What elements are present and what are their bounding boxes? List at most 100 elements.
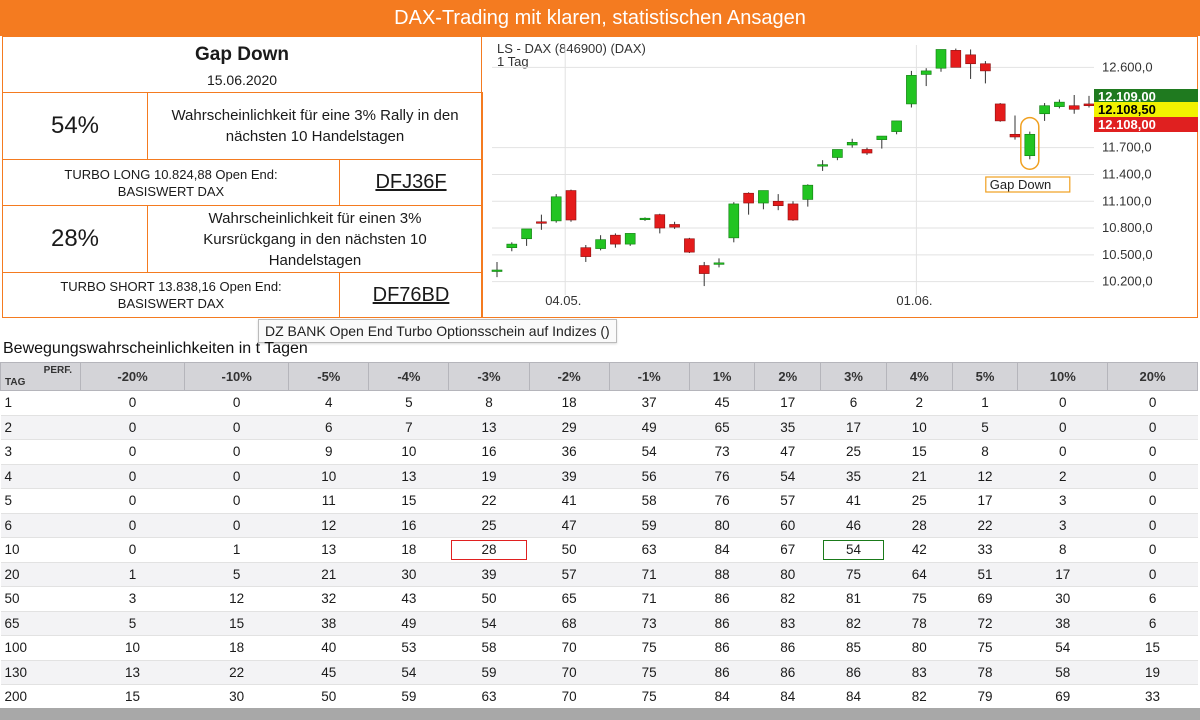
table-row: 200 15 30 50 59 63 70 75 84 84 84 82 79 69 33 <box>0 684 1198 710</box>
table-cell: 8 <box>952 439 1018 465</box>
table-cell: 5 <box>952 415 1018 440</box>
table-cell: 53 <box>368 635 449 661</box>
table-cell: 10 <box>886 415 953 440</box>
table-cell: 0 <box>1107 439 1198 465</box>
table-cell: 58 <box>448 635 530 661</box>
table-cell: 11 <box>288 488 369 514</box>
table-cell: 38 <box>288 611 369 636</box>
row-tag: 50 <box>0 586 81 612</box>
table-cell: 0 <box>1107 390 1198 416</box>
candle-down <box>654 214 666 229</box>
table-cell: 46 <box>820 513 887 538</box>
table-cell: 15 <box>1107 635 1198 661</box>
table-cell: 3 <box>1017 513 1108 538</box>
candle-up <box>491 269 503 272</box>
row-tag: 6 <box>0 513 81 538</box>
table-cell: 82 <box>754 586 821 612</box>
table-cell: 51 <box>952 562 1018 587</box>
bottom-scrollbar[interactable] <box>0 708 1200 720</box>
candle-down <box>787 203 799 221</box>
annotation-box <box>985 176 1071 193</box>
column-header: -1% <box>608 362 690 391</box>
table-cell: 21 <box>288 562 369 587</box>
column-header: 1% <box>688 362 756 391</box>
table-cell: 63 <box>609 537 690 563</box>
chart-subtitle: 1 Tag <box>497 54 529 69</box>
short-wkn-link[interactable]: DF76BD <box>339 272 483 318</box>
candle-up <box>728 203 740 239</box>
table-cell: 1 <box>952 390 1018 416</box>
table-cell: 33 <box>952 537 1018 563</box>
corner-perf: PERF. <box>43 365 72 376</box>
table-cell: 49 <box>368 611 449 636</box>
table-cell: 17 <box>820 415 887 440</box>
row-tag: 1 <box>0 390 81 416</box>
candle-down <box>610 234 621 245</box>
candle-down <box>565 190 577 221</box>
table-cell: 47 <box>754 439 821 465</box>
table-cell: 56 <box>609 464 690 489</box>
table-cell: 32 <box>288 586 369 612</box>
table-cell: 54 <box>368 660 449 685</box>
short-description: Wahrscheinlichkeit für einen 3% Kursrück… <box>147 205 483 273</box>
table-cell: 1 <box>184 537 289 563</box>
annotation-label: Gap Down <box>990 177 1051 192</box>
table-cell: 65 <box>529 586 610 612</box>
table-cell: 16 <box>448 439 530 465</box>
table-cell: 86 <box>689 586 755 612</box>
table-cell: 85 <box>820 635 887 661</box>
table-cell: 84 <box>689 537 755 563</box>
table-cell: 75 <box>609 660 690 685</box>
chart-title: LS - DAX (846900) (DAX) <box>497 41 646 56</box>
table-cell: 5 <box>80 611 185 636</box>
table-row: 2 0 0 6 7 13 29 49 65 35 17 10 5 0 0 <box>0 415 1198 440</box>
table-cell: 9 <box>288 439 369 465</box>
candle-up <box>891 120 902 132</box>
table-cell: 12 <box>184 586 289 612</box>
table-cell: 67 <box>754 537 821 563</box>
table-cell: 0 <box>1017 439 1108 465</box>
table-cell: 0 <box>1107 488 1198 514</box>
table-cell: 75 <box>820 562 887 587</box>
table-cell: 39 <box>448 562 530 587</box>
table-cell: 35 <box>754 415 821 440</box>
row-tag: 2 <box>0 415 81 440</box>
table-cell: 10 <box>288 464 369 489</box>
table-cell: 41 <box>820 488 887 514</box>
candle-up <box>817 164 828 167</box>
table-cell: 22 <box>184 660 289 685</box>
table-cell: 70 <box>529 635 610 661</box>
signal-title: Gap Down <box>195 43 289 65</box>
table-cell: 75 <box>952 635 1018 661</box>
table-cell: 17 <box>952 488 1018 514</box>
candle-up <box>1039 105 1050 115</box>
corner-header: PERF. TAG <box>0 362 81 391</box>
table-cell: 40 <box>288 635 369 661</box>
candle-up <box>906 75 917 105</box>
column-header: -4% <box>368 362 450 391</box>
table-row: 6 0 0 12 16 25 47 59 80 60 46 28 22 3 0 <box>0 513 1198 538</box>
y-tick-label: 11.100,0 <box>1102 193 1152 208</box>
long-wkn-link[interactable]: DFJ36F <box>339 159 483 206</box>
long-product: TURBO LONG 10.824,88 Open End: BASISWERT… <box>2 159 340 206</box>
table-row: 65 5 15 38 49 54 68 73 86 83 82 78 72 38 6 <box>0 611 1198 636</box>
table-cell: 59 <box>448 660 530 685</box>
table-cell: 0 <box>1107 415 1198 440</box>
table-cell: 0 <box>80 537 185 563</box>
table-cell: 83 <box>886 660 953 685</box>
table-row: 3 0 0 9 10 16 36 54 73 47 25 15 8 0 0 <box>0 439 1198 465</box>
table-cell: 13 <box>288 537 369 563</box>
table-cell: 29 <box>529 415 610 440</box>
table-cell: 71 <box>609 562 690 587</box>
table-cell: 12 <box>288 513 369 538</box>
candle-up <box>550 196 562 222</box>
signal-date: 15.06.2020 <box>206 71 278 88</box>
table-cell: 13 <box>448 415 530 440</box>
table-cell: 39 <box>529 464 610 489</box>
column-header: 2% <box>754 362 822 391</box>
x-tick-label: 01.06. <box>896 293 932 308</box>
table-cell: 3 <box>80 586 185 612</box>
candle-down <box>536 221 547 224</box>
table-cell: 28 <box>448 537 530 563</box>
candle-up <box>1054 101 1065 107</box>
